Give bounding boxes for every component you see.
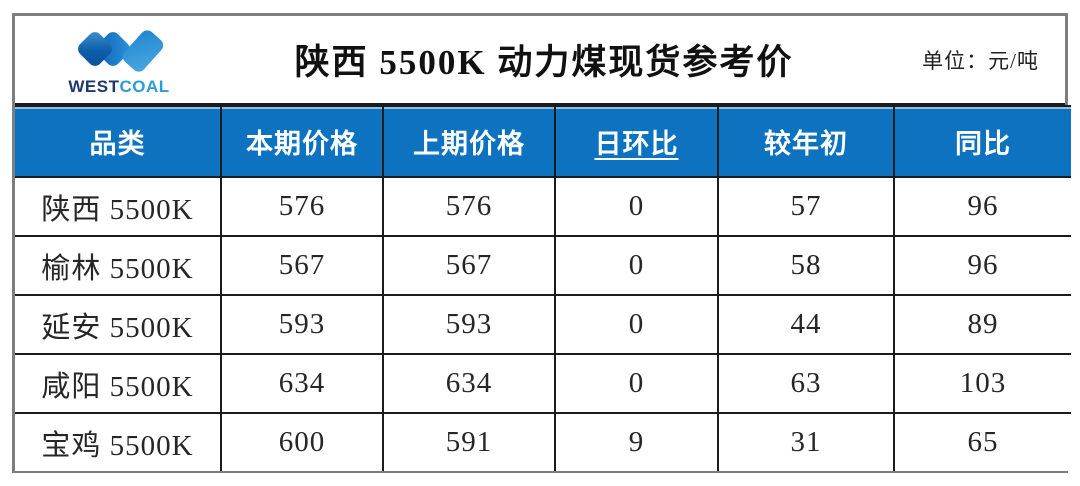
column-header-previous-price: 上期价格 <box>382 105 556 178</box>
cell-vs-year-start: 31 <box>717 412 895 471</box>
cell-yoy: 65 <box>893 412 1071 471</box>
westcoal-wordmark: WESTCOAL <box>68 78 169 95</box>
table-row-shaanxi: 陕西 5500K 576 576 0 57 96 <box>15 176 1071 237</box>
wordmark-coal: COAL <box>119 76 170 96</box>
column-header-current-price: 本期价格 <box>220 105 384 178</box>
column-header-yoy: 同比 <box>893 105 1071 178</box>
cell-category: 咸阳 5500K <box>15 353 222 414</box>
cell-vs-year-start: 63 <box>717 353 895 414</box>
cell-current-price: 576 <box>220 176 384 237</box>
price-table: 品类 本期价格 上期价格 日环比 较年初 同比 陕西 5500K 576 576… <box>15 105 1071 471</box>
cell-category: 宝鸡 5500K <box>15 412 222 471</box>
cell-category: 榆林 5500K <box>15 235 222 296</box>
cell-current-price: 600 <box>220 412 384 471</box>
westcoal-w-mark-icon <box>78 29 164 72</box>
page-title: 陕西 5500K 动力煤现货参考价 <box>294 43 794 82</box>
cell-previous-price: 634 <box>382 353 556 414</box>
table-header-row: 品类 本期价格 上期价格 日环比 较年初 同比 <box>15 105 1071 178</box>
cell-previous-price: 593 <box>382 294 556 355</box>
table-row-yanan: 延安 5500K 593 593 0 44 89 <box>15 294 1071 355</box>
cell-vs-year-start: 44 <box>717 294 895 355</box>
cell-previous-price: 567 <box>382 235 556 296</box>
cell-current-price: 567 <box>220 235 384 296</box>
cell-current-price: 593 <box>220 294 384 355</box>
cell-vs-year-start: 57 <box>717 176 895 237</box>
title-zone: 陕西 5500K 动力煤现货参考价 <box>223 34 865 85</box>
cell-yoy: 89 <box>893 294 1071 355</box>
cell-daily-change: 9 <box>554 412 719 471</box>
table-row-baoji: 宝鸡 5500K 600 591 9 31 65 <box>15 412 1071 471</box>
unit-zone: 单位：元/吨 <box>865 45 1065 75</box>
table-row-yulin: 榆林 5500K 567 567 0 58 96 <box>15 235 1071 296</box>
column-header-vs-year-start: 较年初 <box>717 105 895 178</box>
cell-vs-year-start: 58 <box>717 235 895 296</box>
cell-yoy: 96 <box>893 235 1071 296</box>
table-row-xianyang: 咸阳 5500K 634 634 0 63 103 <box>15 353 1071 414</box>
price-table-card: WESTCOAL 陕西 5500K 动力煤现货参考价 单位：元/吨 品类 本期价… <box>12 13 1071 473</box>
title-band: WESTCOAL 陕西 5500K 动力煤现货参考价 单位：元/吨 <box>15 16 1065 105</box>
cell-daily-change: 0 <box>554 294 719 355</box>
cell-previous-price: 591 <box>382 412 556 471</box>
westcoal-logo: WESTCOAL <box>15 25 223 95</box>
cell-category: 陕西 5500K <box>15 176 222 237</box>
cell-yoy: 103 <box>893 353 1071 414</box>
cell-daily-change: 0 <box>554 176 719 237</box>
unit-label: 单位：元/吨 <box>922 48 1039 73</box>
cell-daily-change: 0 <box>554 353 719 414</box>
cell-daily-change: 0 <box>554 235 719 296</box>
column-header-daily-change: 日环比 <box>554 105 719 178</box>
wordmark-west: WEST <box>68 76 120 96</box>
cell-yoy: 96 <box>893 176 1071 237</box>
cell-category: 延安 5500K <box>15 294 222 355</box>
column-header-category: 品类 <box>15 105 222 178</box>
cell-current-price: 634 <box>220 353 384 414</box>
cell-previous-price: 576 <box>382 176 556 237</box>
